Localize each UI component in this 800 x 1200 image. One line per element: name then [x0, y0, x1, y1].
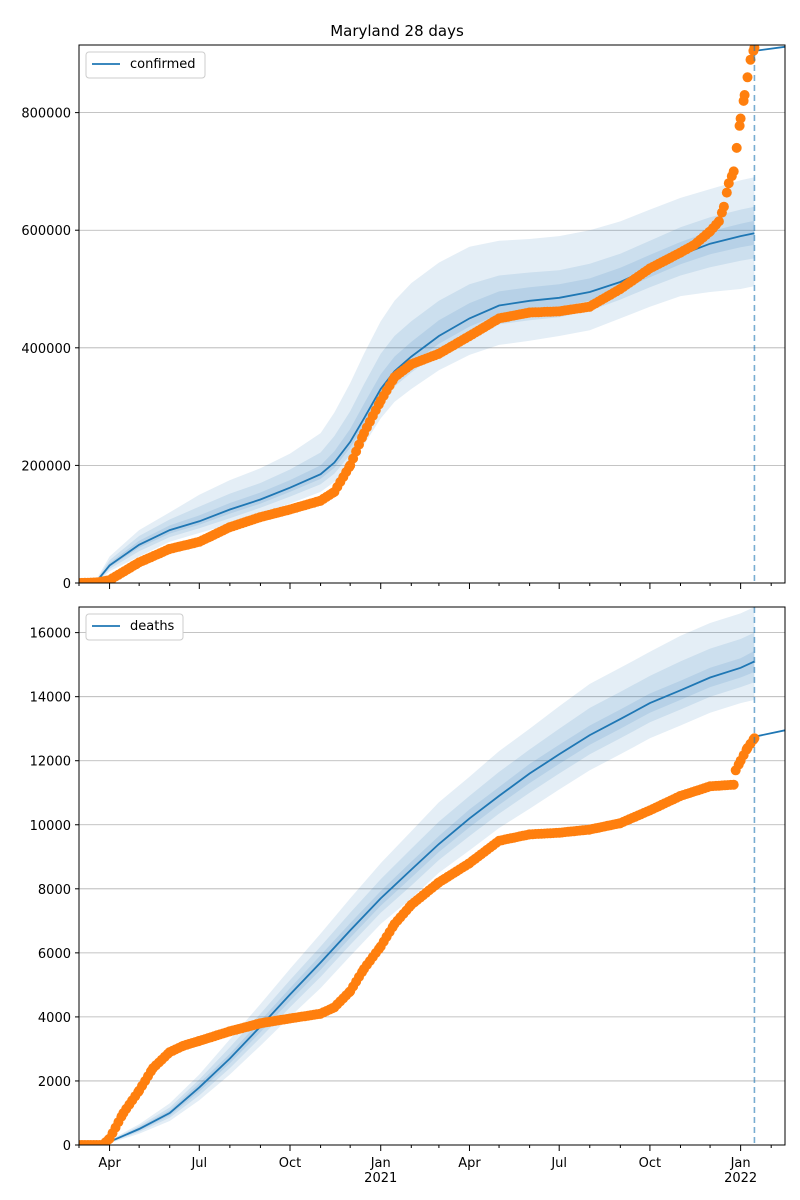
x-tick-label: Jan	[370, 1156, 391, 1171]
confirmed-panel: 0 200000 400000 600000 800000 confirmed	[21, 44, 786, 592]
confirmed-legend: confirmed	[85, 51, 206, 79]
deaths-y-tick-label: 6000	[38, 947, 71, 962]
deaths-ci-bands	[92, 607, 755, 1145]
x-tick-year-label: 2022	[724, 1171, 757, 1186]
confirmed-observed-point	[742, 72, 753, 83]
confirmed-axes-frame	[78, 44, 786, 584]
deaths-y-tick-label: 0	[63, 1139, 71, 1154]
deaths-legend-label: deaths	[130, 619, 175, 634]
confirmed-observed-point	[734, 120, 745, 131]
confirmed-observed-point	[718, 201, 729, 212]
confirmed-y-ticks: 0 200000 400000 600000 800000	[21, 107, 79, 592]
confirmed-ci-band	[82, 177, 755, 583]
confirmed-observed-point	[745, 54, 756, 65]
confirmed-tail-line	[754, 45, 785, 52]
x-tick-label: Apr	[98, 1156, 121, 1171]
confirmed-legend-label: confirmed	[130, 57, 196, 72]
deaths-observed-points	[79, 733, 760, 1145]
confirmed-y-tick-label: 400000	[21, 342, 71, 357]
x-tick-year-label: 2021	[364, 1171, 397, 1186]
deaths-y-tick-label: 10000	[30, 819, 71, 834]
x-tick-label: Jan	[730, 1156, 751, 1171]
deaths-legend: deaths	[85, 613, 184, 641]
confirmed-x-ticks	[78, 583, 772, 589]
x-tick-label: Oct	[279, 1156, 301, 1171]
deaths-y-tick-label: 14000	[30, 691, 71, 706]
deaths-observed-point	[728, 779, 739, 790]
confirmed-observed-point	[731, 142, 742, 153]
deaths-tail-line	[754, 729, 785, 738]
x-tick-label: Jul	[190, 1156, 207, 1171]
confirmed-ci-band	[82, 220, 755, 583]
confirmed-y-tick-label: 800000	[21, 107, 71, 122]
deaths-y-tick-label: 16000	[30, 627, 71, 642]
deaths-y-tick-label: 2000	[38, 1075, 71, 1090]
confirmed-observed-point	[739, 90, 750, 100]
deaths-ci-band	[92, 607, 755, 1145]
deaths-y-ticks: 0 2000 4000 6000 8000 10000 12000 14000 16000	[30, 627, 79, 1154]
deaths-y-tick-label: 8000	[38, 883, 71, 898]
confirmed-y-tick-label: 200000	[21, 459, 71, 474]
confirmed-observed-point	[713, 216, 724, 227]
deaths-panel: 0 2000 4000 6000 8000 10000 12000 14000 16000 Ap…	[30, 606, 786, 1186]
deaths-model-line	[92, 660, 755, 1145]
confirmed-observed-points	[79, 45, 760, 583]
deaths-y-tick-label: 12000	[30, 755, 71, 770]
deaths-axes-frame	[78, 606, 786, 1146]
figure-title: Maryland 28 days	[330, 22, 464, 40]
x-tick-label: Oct	[639, 1156, 661, 1171]
confirmed-ci-band	[82, 206, 755, 583]
confirmed-observed-point	[728, 166, 739, 177]
x-tick-label: Jul	[550, 1156, 567, 1171]
confirmed-observed-point	[735, 113, 746, 124]
x-tick-label: Apr	[458, 1156, 481, 1171]
confirmed-gridlines	[79, 112, 785, 466]
deaths-ci-band	[92, 632, 755, 1145]
confirmed-ci-bands	[82, 177, 755, 583]
confirmed-y-tick-label: 0	[63, 577, 71, 592]
deaths-y-tick-label: 4000	[38, 1011, 71, 1026]
confirmed-y-tick-label: 600000	[21, 224, 71, 239]
confirmed-observed-point	[721, 187, 732, 198]
